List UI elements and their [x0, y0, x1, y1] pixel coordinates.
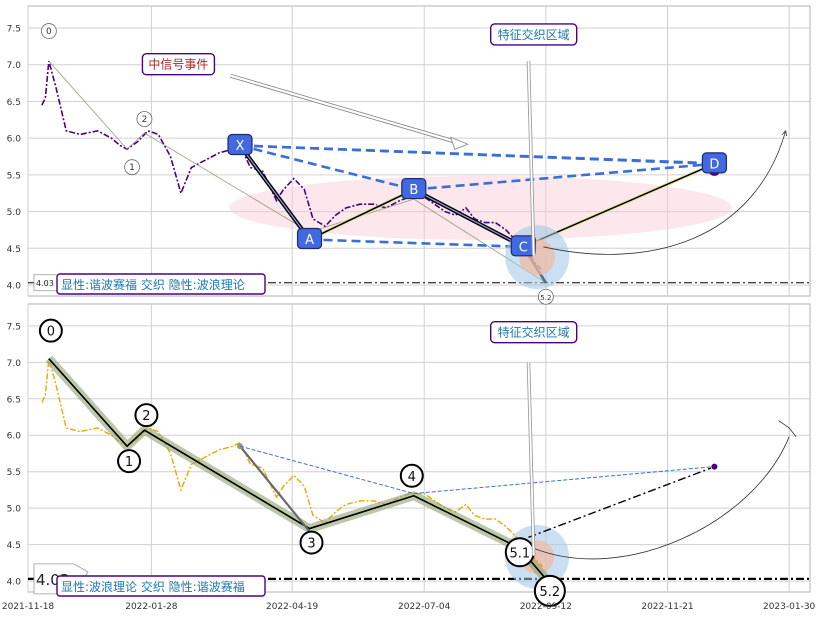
top-wave-line: [48, 60, 547, 284]
bottom-y-tick-label: 5.5: [7, 468, 21, 478]
top-y-tick-label: 6.0: [7, 135, 22, 145]
bottom-wave-marker: [117, 449, 142, 474]
bottom-wave-label: 3: [307, 537, 315, 552]
top-signal-event-box: [141, 53, 216, 76]
x-tick-label: 2022-07-04: [398, 602, 451, 612]
top-harmonic-label: D: [709, 157, 719, 172]
bottom-panel: 4.04.55.05.56.06.57.07.54.03: [7, 303, 811, 595]
bottom-wave-label: 1: [125, 455, 133, 470]
top-wave-label: 2: [142, 115, 148, 125]
bottom-y-tick-label: 7.5: [7, 322, 21, 332]
bottom-wave-label: 2: [142, 409, 150, 424]
top-harmonic-label: A: [305, 233, 314, 248]
top-wave-marker: [537, 288, 554, 305]
top-y-tick-label: 5.5: [7, 171, 21, 181]
bottom-ghost-leg-XA: [239, 445, 311, 533]
top-harmonic-point-A: [296, 227, 323, 250]
top-y-tick-label: 6.5: [7, 98, 21, 108]
top-wave-marker: [136, 111, 153, 127]
bottom-zone-title-box: [489, 321, 578, 344]
top-harmonic-label: X: [236, 139, 245, 154]
top-zone-title: 特征交织区域: [498, 27, 570, 42]
x-tick-label: 2022-01-28: [125, 602, 178, 612]
top-wave-label: 0: [46, 27, 52, 37]
top-y-tick-label: 7.5: [7, 25, 21, 35]
bottom-projection-CD: [528, 467, 712, 538]
top-pattern-dashed-AC: [309, 238, 524, 249]
top-y-tick-label: 7.0: [7, 61, 22, 71]
top-zone-title-box: [489, 23, 578, 46]
x-tick-label: 2023-01-30: [763, 602, 816, 612]
top-wave-label: 5.2: [540, 294, 551, 302]
bottom-wave-label: 0: [47, 325, 55, 340]
bottom-y-tick-label: 5.0: [7, 505, 22, 515]
bottom-wave-marker: [299, 530, 324, 555]
top-pattern-dashed-BD: [413, 162, 715, 191]
top-signal-event-arrow-inner: [230, 74, 462, 145]
x-tick-label: 2022-09-12: [520, 602, 572, 612]
top-harmonic-point-D: [701, 152, 728, 174]
top-y-tick-label: 4.0: [7, 281, 22, 291]
bottom-wave-label: 5.2: [540, 585, 561, 600]
top-harmonic-label: C: [519, 240, 528, 255]
top-harmonic-leg-core-BC: [413, 189, 524, 248]
bottom-y-tick-label: 7.0: [7, 359, 22, 369]
bottom-projection-XB: [239, 445, 414, 495]
bottom-wave-marker: [533, 574, 566, 607]
top-wave-marker: [40, 23, 57, 39]
top-signal-event-arrowhead: [450, 136, 470, 150]
top-harmonic-point-B: [401, 177, 427, 200]
bottom-projection-curve: [533, 436, 790, 560]
top-price-line: [41, 60, 543, 271]
top-y-tick-label: 4.5: [7, 245, 21, 255]
bottom-legend-text: 显性:波浪理论 交织 隐性:谐波赛福: [61, 579, 245, 594]
x-tick-label: 2021-11-18: [2, 602, 55, 612]
bottom-legend-box: [56, 575, 266, 597]
top-zone-arrow-inner: [527, 61, 535, 256]
top-wave-label: 1: [129, 163, 135, 173]
bottom-projection-BD: [413, 466, 715, 495]
top-pattern-dashed-XB: [239, 144, 415, 191]
top-signal-event-label: 中信号事件: [148, 57, 208, 72]
bottom-wave-marker: [399, 463, 424, 488]
bottom-wave-marker: [134, 403, 159, 428]
top-wave-marker: [124, 159, 140, 176]
top-legend-text: 显性:谐波赛福 交织 隐性:波浪理论: [61, 277, 245, 292]
x-tick-label: 2022-11-21: [641, 602, 693, 612]
bottom-y-tick-label: 6.5: [7, 395, 21, 405]
top-pattern-dashed-XD2: [239, 144, 703, 165]
bottom-y-tick-label: 4.0: [7, 578, 22, 588]
bottom-y-tick-label: 6.0: [7, 432, 22, 442]
top-feature-zone: [229, 175, 732, 240]
top-reference-label: 4.03: [36, 279, 54, 288]
top-harmonic-leg-AB: [309, 188, 415, 241]
top-y-tick-label: 5.0: [7, 208, 22, 218]
x-tick-label: 2022-04-19: [266, 602, 319, 612]
bottom-projection-point: [711, 463, 718, 470]
bottom-plot-frame: [27, 303, 811, 593]
bottom-y-tick-label: 4.5: [7, 541, 21, 551]
bottom-wave-marker: [38, 318, 63, 343]
top-legend-box: [56, 273, 266, 295]
bottom-wave-label: 4: [408, 470, 416, 485]
bottom-projection-curve-head: [778, 420, 797, 437]
top-plot-frame: [27, 5, 811, 297]
top-harmonic-leg-core-XA: [239, 145, 311, 240]
bottom-zone-title: 特征交织区域: [498, 325, 570, 340]
top-harmonic-point-X: [227, 133, 253, 156]
top-projection-curve: [543, 131, 785, 255]
top-harmonic-label: B: [409, 183, 418, 198]
bottom-wave-label: 5.1: [509, 546, 530, 561]
bottom-zone-arrow-inner: [527, 362, 535, 556]
top-harmonic-point-C: [510, 235, 536, 257]
